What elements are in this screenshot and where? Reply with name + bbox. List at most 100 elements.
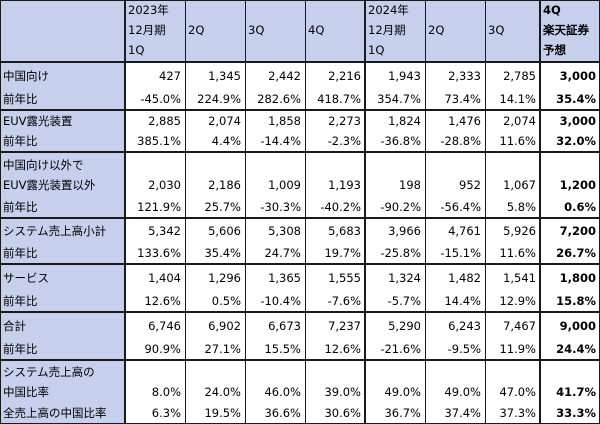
row-label: サービス [0,264,125,291]
value-cell: 5,606 [185,218,245,243]
value-text: 2,442 [268,69,301,83]
value-text: 3,966 [388,224,421,238]
value-text: 1,296 [208,271,241,285]
value-cell: 1,193 [305,152,365,197]
row-label: 中国向け [0,62,125,89]
yoy-value-cell: 224.9% [197,92,241,106]
value-cell: 24.0% [185,360,245,403]
value-cell: 8.0% [125,360,185,403]
yoy-value-cell: 26.7% [556,246,596,260]
value-text: 6,673 [268,319,301,333]
value-text: 2,785 [503,69,536,83]
yoy-label: 前年比 [3,294,38,308]
value-text: 1,324 [388,271,421,285]
grid-line [485,0,486,424]
value-text: 49.0% [444,385,481,399]
value-text: 1,404 [148,271,181,285]
grid-line [124,0,126,424]
yoy-value-cell: 19.5% [204,406,241,420]
grid-line [425,0,426,424]
column-header-line: 1Q [368,43,385,57]
yoy-value-cell: 133.6% [137,246,181,260]
value-text: 1,476 [448,114,481,128]
grid-line [0,217,600,219]
column-header-line [488,40,540,60]
value-cell: 2,442 [245,62,305,89]
column-header-line [248,0,305,20]
grid-line [0,263,600,265]
yoy-value-cell: 25.7% [204,200,241,214]
yoy-value-cell: 11.6% [499,134,536,148]
value-cell: 6,746 [125,312,185,339]
yoy-value-cell: -56.4% [440,200,481,214]
value-cell: 47.0% [485,360,540,403]
value-cell: 7,200 [540,218,600,243]
yoy-value-cell: 14.4% [444,294,481,308]
value-text: 1,365 [268,271,301,285]
yoy-value-cell: -40.2% [320,200,361,214]
value-text: 952 [459,178,481,192]
row-label: システム売上高小計 [0,218,125,243]
grid-line [0,61,600,63]
yoy-label: 前年比 [3,200,38,214]
value-cell: 1,365 [245,264,305,291]
column-header-line: 2Q [188,23,205,37]
value-cell: 6,243 [425,312,485,339]
value-text: 1,858 [268,114,301,128]
yoy-value-cell: 37.4% [444,406,481,420]
column-header-line: 2023年 [128,3,169,17]
value-cell: 427 [125,62,185,89]
row-label: 中国向け以外で EUV露光装置以外 [0,152,125,197]
value-text: 1,541 [503,271,536,285]
value-cell: 2,885 [125,110,185,131]
value-cell: 5,308 [245,218,305,243]
value-cell: 3,966 [365,218,425,243]
column-header-line [428,0,485,20]
value-cell: 198 [365,152,425,197]
grid-line [0,0,600,1]
value-text: 2,186 [208,178,241,192]
yoy-value-cell: 35.4% [556,92,596,106]
value-text: 5,683 [328,224,361,238]
value-cell: 1,009 [245,152,305,197]
value-text: 2,216 [328,69,361,83]
value-cell: 1,404 [125,264,185,291]
column-header-line: 12月期 [128,23,166,37]
yoy-label: 前年比 [3,92,38,106]
value-text: 7,237 [328,319,361,333]
value-cell: 2,785 [485,62,540,89]
yoy-value-cell: -15.1% [440,246,481,260]
value-text: 8.0% [151,385,181,399]
yoy-value-cell: -30.3% [260,200,301,214]
grid-line [0,359,600,361]
yoy-value-cell: 33.3% [556,406,596,420]
value-cell: 1,482 [425,264,485,291]
yoy-value-cell: 5.8% [506,200,536,214]
yoy-value-cell: -21.6% [380,342,421,356]
value-text: 1,193 [328,178,361,192]
row-label-line: 合計 [3,318,26,333]
value-cell: 7,237 [305,312,365,339]
column-header-line [428,40,485,60]
yoy-value-cell: 73.4% [444,92,481,106]
yoy-value-cell: 90.9% [144,342,181,356]
column-header-line: 2Q [428,23,445,37]
value-text: 3,000 [559,114,596,128]
value-cell: 2,074 [485,110,540,131]
grid-line [0,0,1,424]
value-text: 3,000 [559,69,596,83]
yoy-value-cell: -10.4% [260,294,301,308]
value-cell: 1,800 [540,264,600,291]
value-text: 2,333 [448,69,481,83]
value-cell: 2,273 [305,110,365,131]
value-text: 1,824 [388,114,421,128]
value-cell: 3,000 [540,110,600,131]
value-text: 1,482 [448,271,481,285]
value-cell: 5,342 [125,218,185,243]
value-text: 1,009 [268,178,301,192]
row-label-line: サービス [3,270,49,285]
grid-line [0,109,600,111]
value-text: 7,200 [559,224,596,238]
value-cell: 7,467 [485,312,540,339]
